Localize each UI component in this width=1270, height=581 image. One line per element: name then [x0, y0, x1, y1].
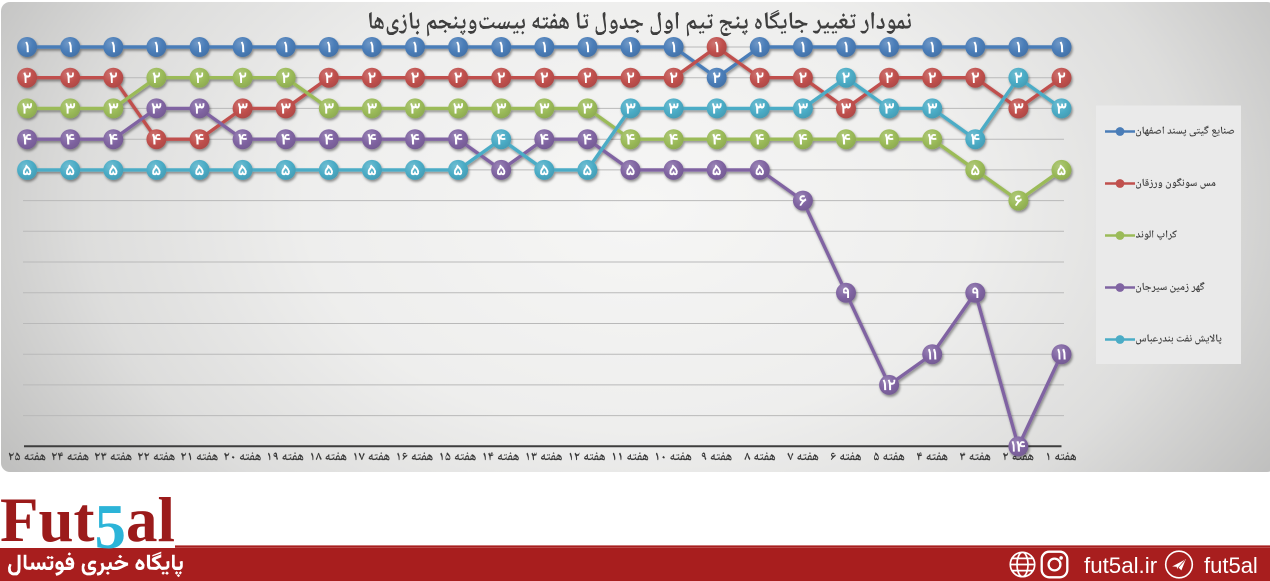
svg-text:Fut5al: Fut5al [0, 485, 175, 562]
svg-text:fut5al.ir: fut5al.ir [1084, 553, 1158, 578]
svg-text:fut5al: fut5al [1204, 553, 1258, 578]
